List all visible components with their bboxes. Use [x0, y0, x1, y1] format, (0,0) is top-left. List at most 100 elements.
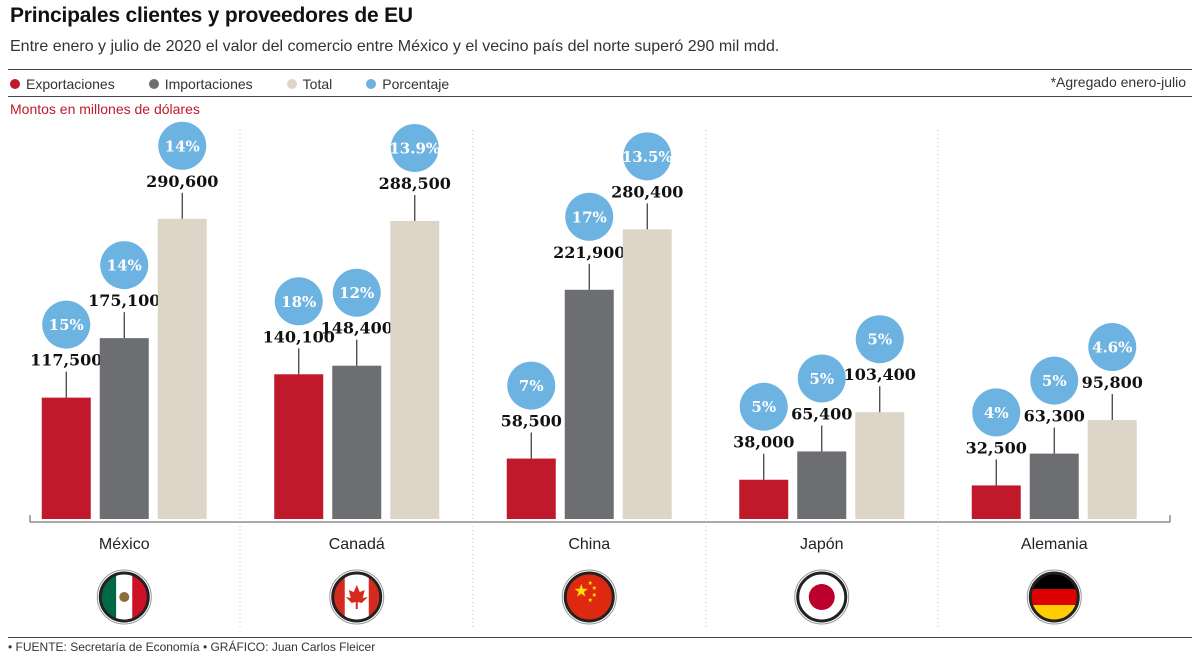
legend-swatch-porcentaje [366, 79, 377, 89]
percent-bubble [100, 241, 149, 290]
category-label: Canadá [329, 536, 385, 553]
legend-label-importaciones: Importaciones [164, 76, 253, 92]
bar-importaciones [332, 365, 382, 519]
star-icon [574, 584, 588, 597]
bar-importaciones [797, 451, 847, 519]
percent-bubble [274, 277, 323, 326]
percent-bubble [855, 315, 904, 364]
canada-flag-icon [329, 569, 385, 625]
value-label: 280,400 [611, 182, 683, 201]
germany-flag-icon [1026, 569, 1082, 625]
percent-bubble [623, 132, 672, 181]
flag-ring [796, 571, 848, 623]
china-flag-icon [561, 569, 617, 625]
percent-label: 7% [519, 377, 544, 395]
bar-total [390, 220, 440, 520]
legend: Exportaciones Importaciones Total Porcen… [10, 74, 483, 94]
percent-label: 18% [281, 293, 316, 311]
star-icon [587, 580, 593, 586]
value-label: 117,500 [30, 351, 102, 370]
percent-label: 4% [984, 404, 1009, 422]
flag-outer-ring [794, 569, 850, 625]
bar-total [855, 412, 905, 519]
flag-stripe [1030, 589, 1079, 605]
bar-importaciones [1029, 453, 1079, 519]
percent-label: 5% [809, 370, 834, 388]
flag-ring [331, 571, 383, 623]
sun-disc-icon [808, 584, 835, 610]
value-label: 288,500 [379, 174, 451, 193]
value-label: 38,000 [733, 433, 794, 452]
category-label: Japón [800, 536, 844, 553]
star-icon [591, 592, 597, 598]
bar-exportaciones [739, 479, 789, 519]
percent-bubble [739, 382, 788, 431]
bar-exportaciones [274, 374, 324, 519]
value-label: 63,300 [1024, 407, 1085, 426]
percent-label: 5% [751, 398, 776, 416]
value-label: 148,400 [321, 319, 393, 338]
legend-swatch-exportaciones [10, 79, 20, 89]
chart-title: Principales clientes y proveedores de EU [10, 4, 413, 27]
percent-bubble [507, 361, 556, 410]
value-label: 175,100 [88, 291, 160, 310]
legend-label-total: Total [302, 76, 333, 92]
legend-label-porcentaje: Porcentaje [382, 76, 450, 92]
legend-item-porcentaje: Porcentaje [366, 76, 449, 92]
flag-outer-ring [1026, 569, 1082, 625]
value-label: 290,600 [146, 172, 218, 191]
percent-bubble [972, 388, 1021, 437]
bar-exportaciones [971, 485, 1021, 519]
bar-total [157, 218, 207, 520]
percent-label: 13.9% [389, 139, 440, 157]
flag-outer-ring [96, 569, 152, 625]
bar-chart: 117,500 15%175,100 14% 290,600 14% México 140,… [29, 121, 1171, 628]
percent-bubble [565, 192, 614, 241]
flag-ring [98, 571, 150, 623]
percent-bubble [390, 123, 439, 172]
mexico-flag-icon [96, 569, 152, 625]
legend-item-exportaciones: Exportaciones [10, 76, 115, 92]
units-label: Montos en millones de dólares [10, 101, 200, 117]
percent-bubble [332, 268, 381, 317]
percent-label: 14% [165, 137, 200, 155]
percent-label: 14% [107, 257, 142, 275]
bar-exportaciones [41, 397, 91, 519]
category-label: Alemania [1021, 536, 1088, 553]
legend-swatch-importaciones [148, 79, 159, 89]
value-label: 140,100 [263, 327, 335, 346]
percent-label: 4.6% [1092, 339, 1132, 357]
japan-flag-icon [794, 569, 850, 625]
bar-exportaciones [506, 458, 556, 519]
maple-leaf-icon [345, 585, 368, 609]
percent-label: 15% [49, 316, 84, 334]
category-label: México [99, 536, 150, 553]
percent-bubble [158, 121, 207, 170]
chart-subtitle: Entre enero y julio de 2020 el valor del… [10, 38, 780, 55]
percent-label: 12% [339, 284, 374, 302]
star-icon [587, 597, 593, 603]
bar-total [622, 229, 672, 519]
legend-item-total: Total [286, 76, 333, 92]
percent-bubble [1030, 356, 1079, 405]
legend-label-exportaciones: Exportaciones [26, 76, 115, 92]
percent-label: 5% [867, 331, 892, 349]
value-label: 65,400 [791, 404, 852, 423]
top-rule [8, 69, 1192, 70]
category-label: China [568, 536, 610, 553]
flag-ring [1028, 571, 1080, 623]
source-footer: • FUENTE: Secretaría de Economía • GRÁFI… [8, 640, 376, 654]
bar-total [1087, 420, 1137, 519]
value-label: 32,500 [966, 438, 1027, 457]
flag-outer-ring [561, 569, 617, 625]
value-label: 95,800 [1082, 373, 1143, 392]
percent-bubble [42, 300, 91, 349]
bar-importaciones [564, 289, 614, 519]
legend-item-importaciones: Importaciones [148, 76, 253, 92]
flag-outer-ring [329, 569, 385, 625]
bar-importaciones [99, 338, 149, 519]
percent-bubble [1088, 323, 1137, 372]
value-label: 221,900 [553, 243, 625, 262]
flag-emblem [119, 592, 130, 602]
period-note: *Agregado enero-julio [1050, 74, 1186, 90]
